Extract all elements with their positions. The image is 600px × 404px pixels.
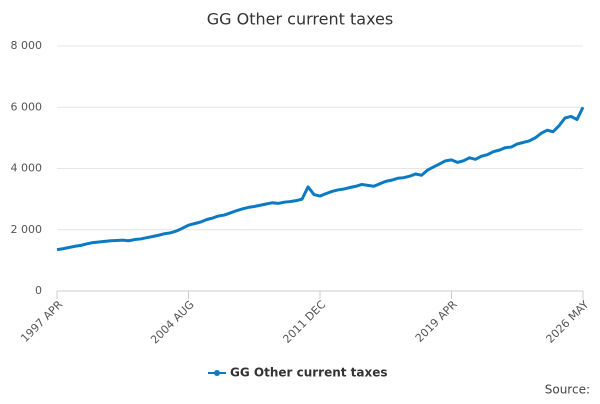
chart-title: GG Other current taxes xyxy=(207,10,393,29)
legend-label: GG Other current taxes xyxy=(230,366,388,380)
x-tick-label: 2004 AUG xyxy=(148,298,197,347)
x-tick-label: 1997 APR xyxy=(18,298,65,345)
x-tick-label: 2019 APR xyxy=(413,298,460,345)
source: Source: xyxy=(545,383,590,397)
y-tick-label: 8 000 xyxy=(11,39,43,52)
y-tick-label: 2 000 xyxy=(11,223,43,236)
y-tick-label: 0 xyxy=(35,284,42,297)
legend-marker xyxy=(214,370,220,376)
line-series xyxy=(56,106,585,252)
x-tick-label: 2011 DEC xyxy=(280,298,328,346)
y-tick-label: 6 000 xyxy=(11,100,43,113)
x-tick-label: 2026 MAY xyxy=(544,298,592,346)
y-tick-label: 4 000 xyxy=(11,162,43,175)
